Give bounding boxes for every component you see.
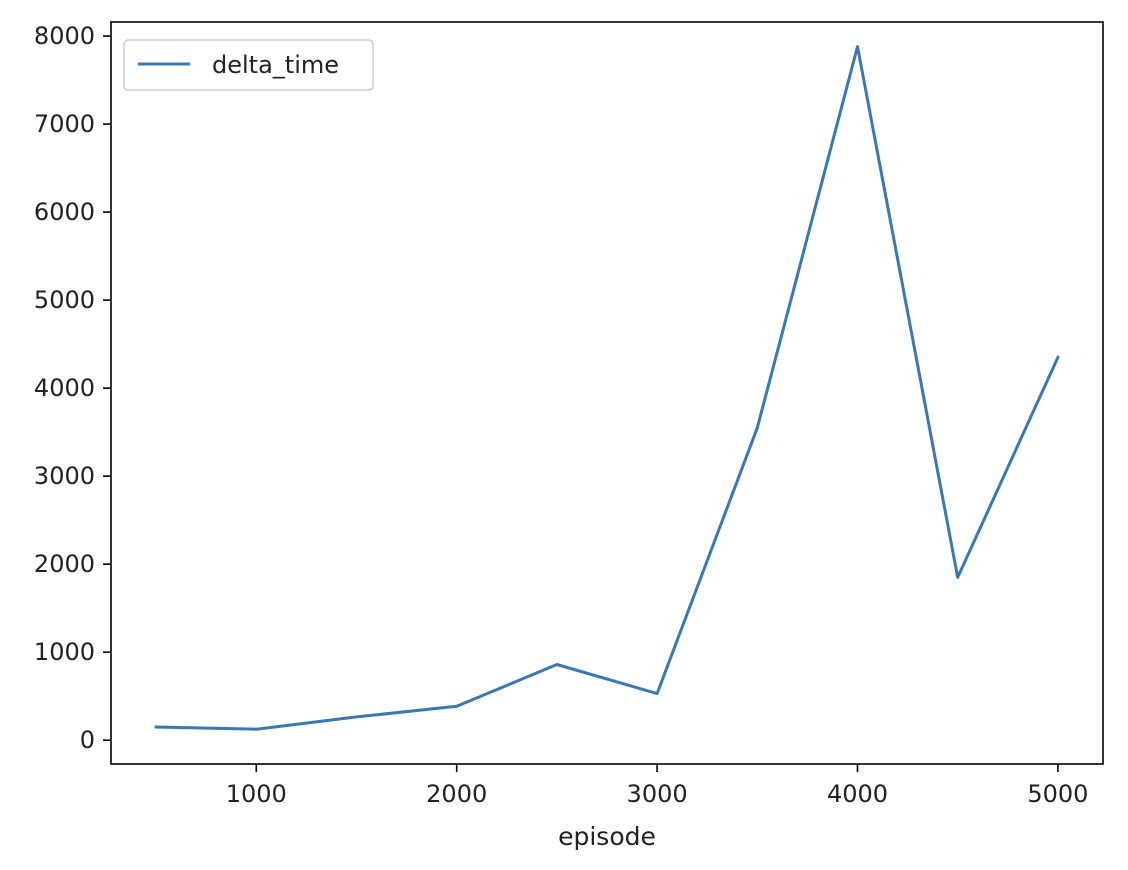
- x-tick-label: 5000: [1027, 780, 1088, 808]
- x-tick-label: 3000: [627, 780, 688, 808]
- x-tick-label: 2000: [426, 780, 487, 808]
- x-tick-label: 4000: [827, 780, 888, 808]
- y-tick-label: 4000: [34, 374, 95, 402]
- y-tick-label: 5000: [34, 286, 95, 314]
- y-tick-label: 3000: [34, 462, 95, 490]
- legend-label: delta_time: [212, 51, 339, 79]
- y-tick-label: 7000: [34, 110, 95, 138]
- legend-box: [123, 39, 374, 91]
- ticks-layer: 1000 2000 3000 4000 5000 0 1000 2000 3000 4000 500…: [34, 22, 1089, 808]
- x-axis-label: episode: [558, 822, 656, 851]
- y-tick-label: 6000: [34, 198, 95, 226]
- y-tick-label: 0: [80, 726, 95, 754]
- x-tick-label: 1000: [226, 780, 287, 808]
- y-tick-label: 1000: [34, 638, 95, 666]
- series-line: [154, 45, 1060, 731]
- y-tick-label: 2000: [34, 550, 95, 578]
- legend: delta_time: [123, 39, 374, 91]
- series-layer: [154, 45, 1060, 731]
- y-tick-label: 8000: [34, 22, 95, 50]
- plot-frame: [110, 21, 1104, 765]
